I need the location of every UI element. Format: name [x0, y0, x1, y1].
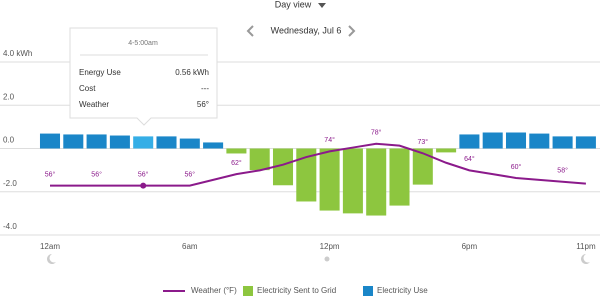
value-label: 60° [511, 163, 522, 171]
legend-label: Electricity Use [377, 286, 428, 295]
value-label: 56° [91, 170, 102, 178]
x-tick-label: 6pm [462, 242, 478, 251]
tooltip: 4-5:00am Energy Use 0.56 kWh Cost --- Weathe… [69, 27, 218, 126]
bar [529, 133, 550, 149]
next-day[interactable] [348, 25, 356, 37]
bar [179, 138, 200, 149]
y-tick-label: -2.0 [3, 179, 17, 188]
bar [203, 142, 224, 149]
bar [226, 148, 247, 154]
bar [249, 148, 270, 171]
y-tick-label: -4.0 [3, 222, 17, 231]
value-label: 56° [45, 170, 56, 178]
moon-icon [47, 254, 56, 264]
bar [63, 134, 84, 149]
bar [412, 148, 433, 185]
tooltip-value: 0.56 kWh [175, 68, 209, 77]
x-tick-label: 12pm [320, 242, 340, 251]
sun-icon [324, 256, 330, 262]
y-tick-label: 2.0 [3, 92, 15, 101]
tooltip-label: Energy Use [79, 68, 121, 77]
bar [436, 148, 457, 153]
tooltip-label: Cost [79, 84, 96, 93]
tooltip-label: Weather [79, 100, 109, 109]
dropdown-arrow[interactable] [318, 3, 326, 8]
value-label: 56° [138, 170, 149, 178]
bar [39, 133, 61, 149]
bar [482, 132, 503, 149]
y-tick-label: 4.0 kWh [3, 49, 32, 58]
moon-icon [581, 254, 590, 264]
bar [109, 135, 130, 149]
tooltip-value: --- [201, 84, 209, 93]
value-label: 62° [231, 159, 242, 167]
value-label: 73° [418, 138, 429, 146]
bar [342, 148, 363, 214]
x-tick-label: 6am [182, 242, 198, 251]
plot: 4.0 kWh 2.0 0.0 -2.0 -4.0 12am 6am 12pm 6pm 11pm 5… [0, 49, 600, 251]
x-tick-label: 12am [40, 242, 60, 251]
view-select[interactable]: Day view [275, 0, 312, 9]
bar [389, 148, 410, 206]
date: Wednesday, Jul 6 [271, 25, 342, 35]
legend-swatch [363, 286, 373, 296]
x-tick-label: 11pm [576, 242, 596, 251]
legend: Weather (°F) Electricity Sent to Grid Elec… [163, 286, 428, 296]
bar [86, 134, 107, 149]
value-label: 56° [185, 170, 196, 178]
value-label: 78° [371, 129, 382, 137]
bar [272, 148, 294, 186]
bar [133, 136, 154, 149]
tooltip-value: 56° [197, 100, 209, 109]
tooltip-title: 4-5:00am [128, 40, 158, 47]
bar [575, 136, 596, 149]
bar [319, 148, 340, 211]
value-label: 64° [464, 155, 475, 163]
tooltip-box [69, 27, 218, 126]
bar [156, 136, 177, 149]
bar [459, 134, 480, 149]
bar [296, 148, 317, 202]
highlight-point [140, 182, 147, 189]
prev-day[interactable] [246, 25, 254, 37]
y-tick-label: 0.0 [3, 136, 15, 145]
legend-label: Weather (°F) [191, 286, 237, 295]
bar [552, 136, 573, 149]
legend-label: Electricity Sent to Grid [257, 286, 336, 295]
legend-swatch [243, 286, 253, 296]
value-label: 74° [324, 136, 335, 144]
bar [366, 148, 387, 216]
weather-line [50, 142, 586, 187]
value-label: 58° [557, 167, 568, 175]
bar [505, 132, 527, 149]
